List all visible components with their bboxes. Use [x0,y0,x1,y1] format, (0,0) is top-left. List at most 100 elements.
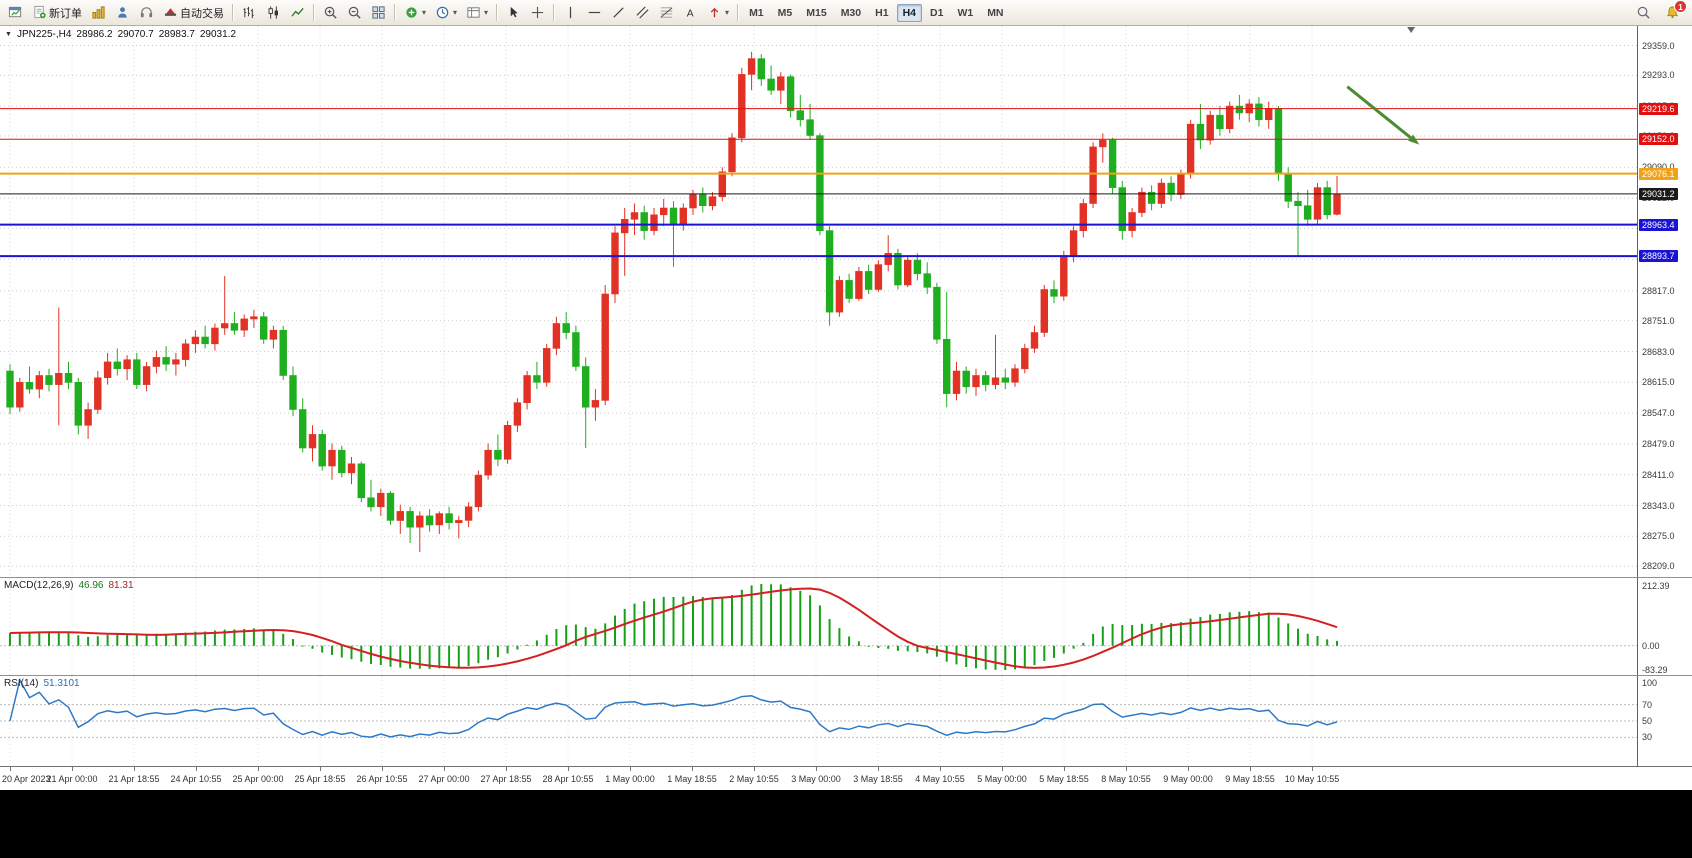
price-line-label: 28893.7 [1639,250,1678,263]
autotrade-icon [162,5,178,21]
macd-canvas[interactable] [0,578,1637,675]
macd-panel[interactable]: MACD(12,26,9) 46.96 81.31 212.39 0.00 -83.… [0,578,1692,676]
text-button[interactable]: A [678,2,702,23]
crosshair-button[interactable] [525,2,549,23]
time-tick [320,767,321,771]
time-tick [1312,767,1313,771]
timeframe-H1-button[interactable]: H1 [875,6,889,19]
chart-plus-icon [7,5,23,21]
autotrade-button[interactable]: 自动交易 [158,2,228,23]
time-axis[interactable]: 20 Apr 2023 21 Apr 00:00 21 Apr 18:55 24 Ap… [0,767,1692,790]
time-tick [754,767,755,771]
trendline-icon [610,5,626,21]
zoom-in-button[interactable] [318,2,342,23]
price-axis-label: 28615.0 [1642,377,1675,388]
time-axis-label: 27 Apr 00:00 [418,774,470,784]
new-order-button[interactable]: 新订单 [27,2,86,23]
time-tick [382,767,383,771]
horizontal-line-button[interactable] [582,2,606,23]
time-tick [692,767,693,771]
toolbar-separator [232,4,233,21]
rsi-axis[interactable]: 100 70 50 30 [1637,676,1692,766]
timeframe-M1-button[interactable]: M1 [749,6,764,19]
zoom-in-icon [322,5,338,21]
time-axis-label: 21 Apr 18:55 [108,774,160,784]
toolbar-separator [394,4,395,21]
trendline-button[interactable] [606,2,630,23]
main-chart-panel[interactable]: ▼ JPN225-,H4 28986.2 29070.7 28983.7 290… [0,26,1692,578]
timeframe-H4-button[interactable]: H4 [896,3,922,22]
time-tick [1064,767,1065,771]
new-chart-button[interactable] [3,2,27,23]
horizontal-price-lines[interactable] [0,108,1637,258]
timeframe-M15-button[interactable]: M15 [806,6,827,19]
time-tick [630,767,631,771]
bottom-black-bar [0,790,1692,858]
zoom-out-icon [346,5,362,21]
notifications-button[interactable]: 1 [1663,0,1687,22]
price-axis[interactable]: 29359.029293.029225.029159.029090.029022… [1637,26,1692,577]
price-axis-label: 28411.0 [1642,469,1674,480]
time-axis-label: 5 May 00:00 [977,774,1027,784]
indicators-button[interactable]: ▾ [399,2,430,23]
rsi-axis-label: 50 [1642,716,1653,726]
time-axis-label: 26 Apr 10:55 [356,774,408,784]
grid-lines [0,26,1637,577]
rsi-axis-label: 30 [1642,732,1653,743]
periods-button[interactable]: ▾ [430,2,461,23]
timeframe-W1-button[interactable]: W1 [957,6,974,19]
search-button[interactable] [1631,2,1655,23]
arrows-icon [706,5,722,21]
candles-button[interactable] [261,2,285,23]
chart-menu-arrow-icon[interactable]: ▼ [5,31,12,38]
timeframe-M5-button[interactable]: M5 [777,6,793,19]
zoom-out-button[interactable] [342,2,366,23]
tile-windows-button[interactable] [366,2,390,23]
vline-icon [562,5,578,21]
trend-arrow-annotation[interactable] [1346,85,1420,145]
grid-lines [0,676,1637,766]
chevron-down-icon: ▾ [453,8,458,17]
new-order-button-label: 新订单 [49,7,82,20]
time-axis-label: 21 Apr 00:00 [46,774,98,784]
periods-icon [434,5,450,21]
high-value: 29070.7 [117,29,154,40]
rsi-value: 51.3101 [43,678,80,689]
open-value: 28986.2 [76,29,113,40]
rsi-panel[interactable]: RSI(14) 51.3101 100 70 50 30 [0,676,1692,767]
time-axis-label: 9 May 18:55 [1225,774,1275,784]
chart-shift-marker[interactable] [1407,27,1416,33]
terminal-icon [138,5,154,21]
chart-canvas[interactable] [0,26,1637,577]
cursor-button[interactable] [501,2,525,23]
line-chart-icon [289,5,305,21]
tile-windows-icon [370,5,386,21]
market-watch-button[interactable] [86,2,110,23]
timeframe-M30-button[interactable]: M30 [840,6,862,19]
time-tick [258,767,259,771]
time-axis-label: 5 May 18:55 [1039,774,1089,784]
macd-axis[interactable]: 212.39 0.00 -83.29 [1637,578,1692,675]
toolbar-separator [496,4,498,21]
symbol-timeframe-label: JPN225-,H4 [16,29,72,40]
templates-button[interactable]: ▾ [461,2,492,23]
timeframe-D1-button[interactable]: D1 [930,6,944,19]
time-tick [134,767,135,771]
time-tick [444,767,445,771]
timeframe-MN-button[interactable]: MN [987,6,1004,19]
line-chart-button[interactable] [285,2,309,23]
macd-axis-label: 212.39 [1642,581,1670,591]
price-line-label: 29076.1 [1639,167,1678,180]
chevron-down-icon: ▾ [725,8,730,17]
arrows-button[interactable]: ▾ [702,2,733,23]
terminal-button[interactable] [134,2,158,23]
fibonacci-button[interactable] [654,2,678,23]
vertical-line-button[interactable] [558,2,582,23]
channel-button[interactable] [630,2,654,23]
new-order-icon [31,5,47,21]
bars-button[interactable] [237,2,261,23]
rsi-canvas[interactable] [0,676,1637,766]
time-axis-label: 24 Apr 10:55 [170,774,222,784]
navigator-button[interactable] [110,2,134,23]
time-axis-label: 1 May 00:00 [605,774,655,784]
